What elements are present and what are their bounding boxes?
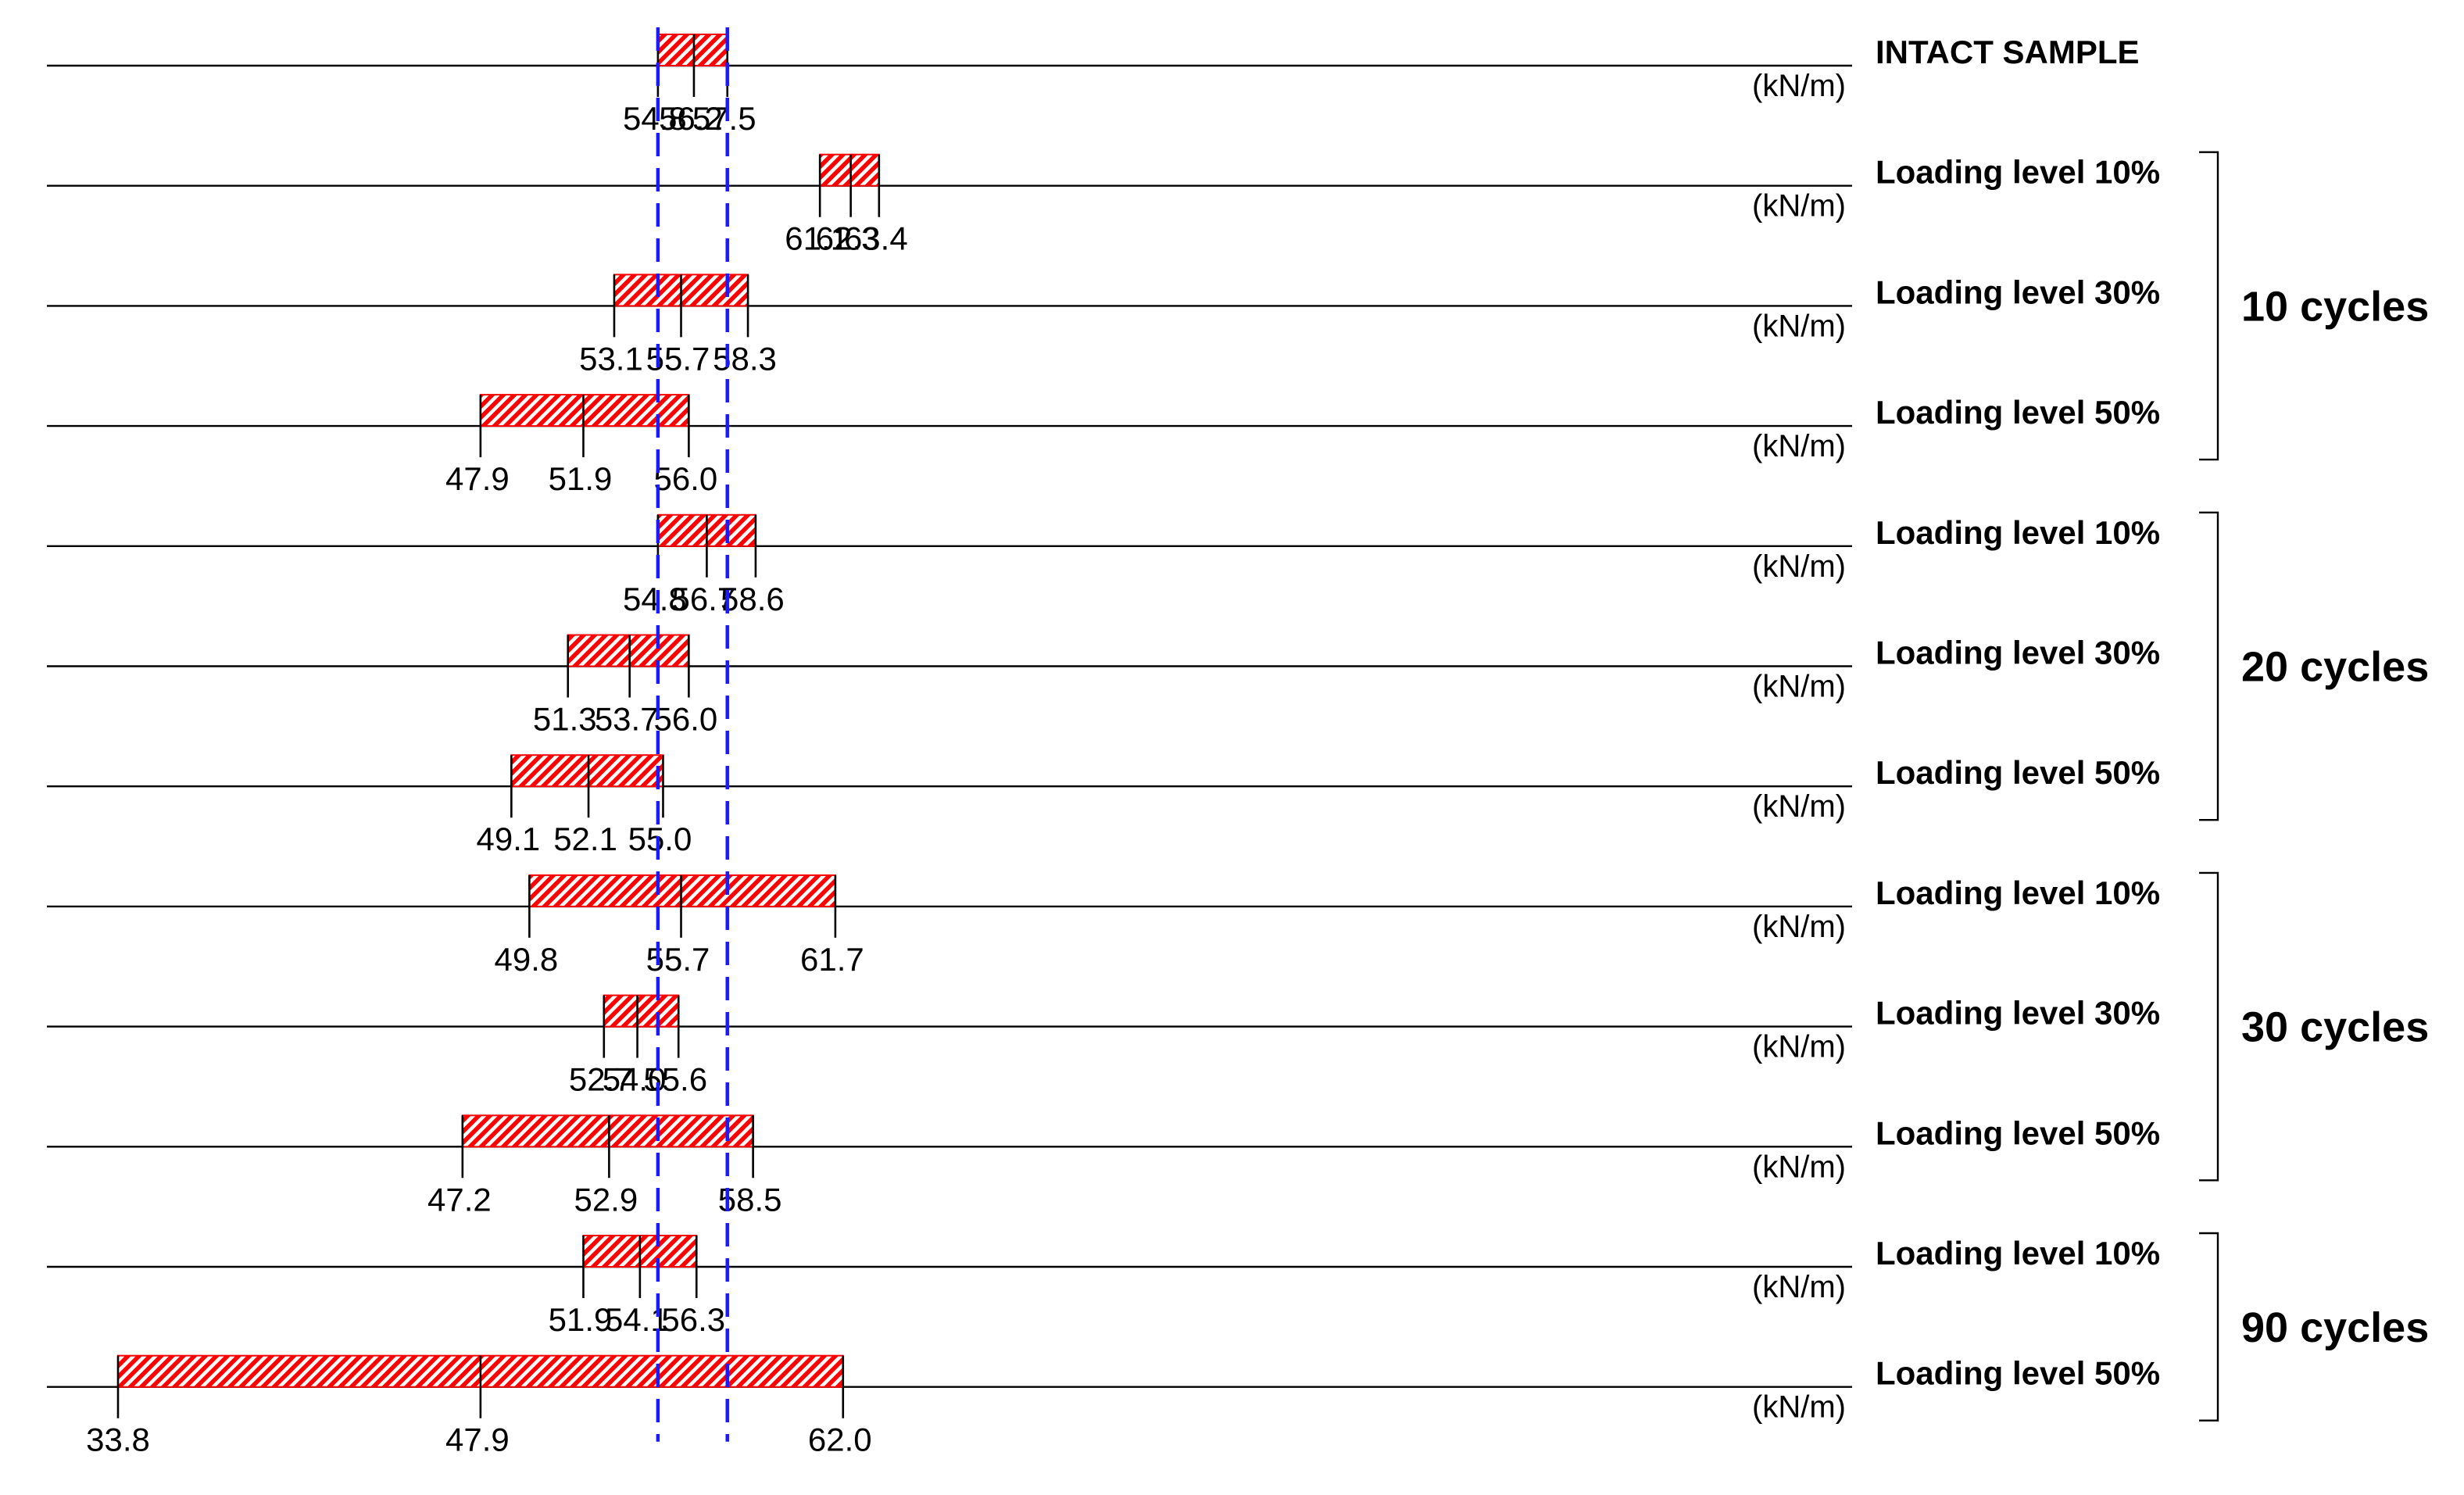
min-value-label: 53.1 [579, 340, 643, 377]
max-value-label: 58.6 [721, 581, 785, 617]
max-value-label: 56.0 [654, 701, 718, 738]
unit-label: (kN/m) [1752, 1390, 1846, 1425]
min-value-label: 33.8 [86, 1422, 150, 1458]
mean-value-label: 62.3 [816, 220, 880, 257]
max-value-label: 58.3 [713, 340, 777, 377]
mean-value-label: 52.1 [553, 821, 617, 857]
min-value-label: 52.7 [569, 1061, 633, 1098]
group-2: 20 cycles [2199, 511, 2429, 821]
max-value-label: 61.7 [800, 941, 864, 978]
row-label: Loading level 30% [1876, 995, 2160, 1032]
row-label: Loading level 30% [1876, 635, 2160, 671]
row-5: 54.856.758.6 (kN/m) Loading level 10% [47, 513, 2160, 617]
min-value-label: 47.9 [445, 460, 510, 497]
row-7: 49.1 52.1 55.0 (kN/m) Loading level 50% [47, 754, 2160, 857]
min-value-label: 49.1 [476, 821, 540, 857]
min-value-label: 54.8 [623, 100, 687, 137]
mean-value-label: 51.9 [549, 460, 613, 497]
row-2: 61.162.363.4 (kN/m) Loading level 10% [47, 153, 2160, 257]
unit-label: (kN/m) [1752, 1150, 1846, 1184]
unit-label: (kN/m) [1752, 549, 1846, 584]
row-label: Loading level 50% [1876, 1114, 2160, 1151]
row-label: Loading level 10% [1876, 1235, 2160, 1271]
range-bar [603, 994, 680, 1028]
row-12: 33.8 47.9 62.0 (kN/m) Loading level 50% [47, 1354, 2160, 1458]
row-11: 51.954.156.3(kN/m)Loading level 10% [47, 1235, 2160, 1338]
max-value-label: 56.0 [654, 460, 718, 497]
max-value-label: 57.5 [692, 100, 756, 137]
row-label: Loading level 50% [1876, 754, 2160, 791]
row-label: Loading level 50% [1876, 1355, 2160, 1392]
max-value-label: 55.0 [628, 821, 692, 857]
row-9: 52.754.055.6 (kN/m) Loading level 30% [47, 994, 2160, 1098]
row-10: 47.2 52.9 58.5(kN/m)Loading level 50% [47, 1114, 2160, 1218]
row-label: INTACT SAMPLE [1876, 34, 2140, 70]
row-label: Loading level 10% [1876, 514, 2160, 551]
row-label: Loading level 30% [1876, 274, 2160, 310]
group-bracket [2199, 511, 2219, 821]
range-bar [528, 874, 836, 907]
unit-label: (kN/m) [1752, 309, 1846, 343]
mean-value-label: 54.0 [603, 1061, 667, 1098]
unit-label: (kN/m) [1752, 189, 1846, 224]
min-value-label: 51.9 [549, 1301, 613, 1338]
row-8: 49.8 55.7 61.7 (kN/m) Loading level 10% [47, 874, 2160, 978]
unit-label: (kN/m) [1752, 429, 1846, 463]
unit-label: (kN/m) [1752, 670, 1846, 704]
max-value-label: 63.4 [844, 220, 908, 257]
row-3: 53.1 55.7 58.3 (kN/m) Loading level 30% [47, 274, 2160, 377]
max-value-label: 55.6 [643, 1061, 707, 1098]
mean-value-label: 56.2 [659, 100, 723, 137]
min-value-label: 61.1 [785, 220, 849, 257]
range-bar [510, 754, 664, 788]
mean-value-label: 56.7 [672, 581, 736, 617]
range-bar [479, 394, 690, 427]
unit-label: (kN/m) [1752, 69, 1846, 103]
group-3: 30 cycles [2199, 871, 2429, 1182]
mean-value-label: 55.7 [646, 340, 710, 377]
row-label: Loading level 50% [1876, 394, 2160, 431]
unit-label: (kN/m) [1752, 910, 1846, 944]
range-bar [567, 634, 690, 667]
mean-value-label: 47.9 [445, 1422, 510, 1458]
unit-label: (kN/m) [1752, 1270, 1846, 1304]
unit-label: (kN/m) [1752, 789, 1846, 824]
mean-value-label: 53.7 [595, 701, 659, 738]
group-4: 90 cycles [2199, 1232, 2429, 1422]
max-value-label: 56.3 [661, 1301, 725, 1338]
row-6: 51.353.756.0 (kN/m) Loading level 30% [47, 634, 2160, 738]
range-bar [461, 1114, 754, 1148]
group-label: 20 cycles [2241, 644, 2429, 691]
group-bracket [2199, 871, 2219, 1182]
group-1: 10 cycles [2199, 151, 2429, 461]
max-value-label: 62.0 [808, 1422, 872, 1458]
min-value-label: 49.8 [495, 941, 559, 978]
group-label: 10 cycles [2241, 283, 2429, 330]
group-label: 90 cycles [2241, 1304, 2429, 1351]
min-value-label: 47.2 [427, 1181, 492, 1218]
range-bar [819, 153, 880, 187]
row-4: 47.9 51.9 56.0 (kN/m) Loading level 50% [47, 394, 2160, 497]
range-bar [656, 34, 728, 66]
group-label: 30 cycles [2241, 1004, 2429, 1051]
row-label: Loading level 10% [1876, 874, 2160, 911]
min-value-label: 51.3 [533, 701, 597, 738]
min-value-label: 54.8 [623, 581, 687, 617]
group-bracket [2199, 151, 2219, 461]
row-1: 54.856.257.5 (kN/m) INTACT SAMPLE [47, 34, 2140, 137]
mean-value-label: 55.7 [646, 941, 710, 978]
row-label: Loading level 10% [1876, 154, 2160, 191]
group-bracket [2199, 1232, 2219, 1422]
unit-label: (kN/m) [1752, 1030, 1846, 1064]
mean-value-label: 52.9 [574, 1181, 638, 1218]
